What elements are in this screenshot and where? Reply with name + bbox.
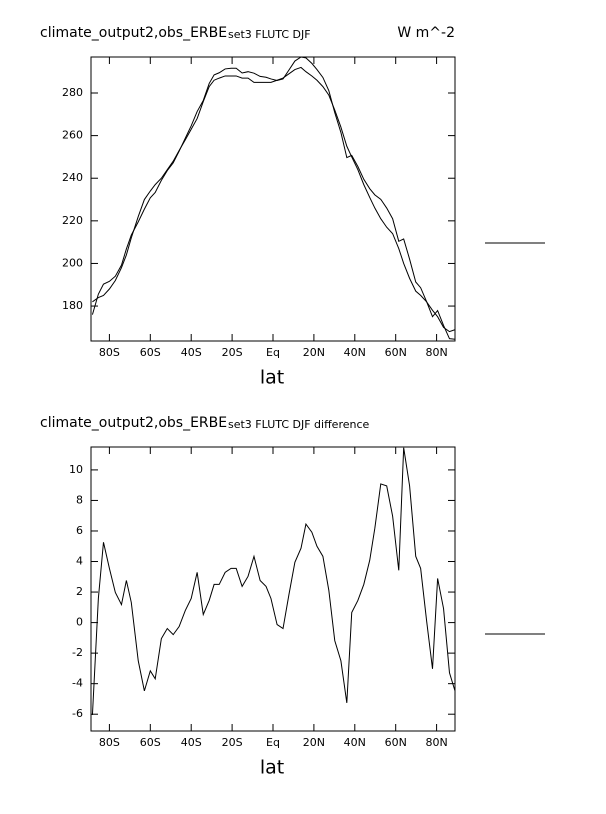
- x-tick-label: 60N: [385, 736, 407, 749]
- x-tick-label: 20S: [222, 346, 243, 359]
- y-tick-label: 2: [76, 585, 83, 598]
- data-line: [91, 447, 455, 715]
- chart-subtitle: set3 FLUTC DJF: [228, 28, 311, 41]
- y-tick-label: -2: [72, 646, 83, 659]
- x-axis-label: lat: [260, 367, 284, 389]
- x-tick-label: 20N: [303, 346, 325, 359]
- y-tick-label: 0: [76, 616, 83, 629]
- x-tick-label: 80S: [99, 346, 120, 359]
- x-tick-label: 80N: [425, 346, 447, 359]
- y-tick-label: -6: [72, 707, 83, 720]
- y-tick-label: 220: [62, 214, 83, 227]
- units: W m^-2: [397, 25, 455, 41]
- y-tick-label: 200: [62, 256, 83, 269]
- x-tick-label: 40N: [344, 346, 366, 359]
- y-tick-label: 4: [76, 555, 83, 568]
- y-tick-label: 180: [62, 299, 83, 312]
- x-tick-label: 60S: [140, 346, 161, 359]
- chart-title: climate_output2,obs_ERBE: [40, 415, 227, 431]
- y-tick-label: 6: [76, 524, 83, 537]
- x-tick-label: 40S: [181, 346, 202, 359]
- x-tick-label: 40S: [181, 736, 202, 749]
- x-tick-label: 60N: [385, 346, 407, 359]
- x-tick-label: Eq: [266, 346, 280, 359]
- y-tick-label: 260: [62, 129, 83, 142]
- x-tick-label: 60S: [140, 736, 161, 749]
- y-tick-label: -4: [72, 677, 83, 690]
- chart-title: climate_output2,obs_ERBE: [40, 25, 227, 41]
- x-tick-label: 40N: [344, 736, 366, 749]
- x-tick-label: Eq: [266, 736, 280, 749]
- y-tick-label: 240: [62, 171, 83, 184]
- y-tick-label: 8: [76, 493, 83, 506]
- y-tick-label: 280: [62, 86, 83, 99]
- x-tick-label: 20N: [303, 736, 325, 749]
- x-axis-label: lat: [260, 757, 284, 779]
- x-tick-label: 20S: [222, 736, 243, 749]
- plot-frame: [90, 56, 456, 342]
- y-tick-label: 10: [69, 463, 83, 476]
- chart-subtitle: set3 FLUTC DJF difference: [228, 418, 370, 431]
- x-tick-label: 80S: [99, 736, 120, 749]
- x-tick-label: 80N: [425, 736, 447, 749]
- data-line: [91, 57, 455, 340]
- data-line: [92, 66, 455, 333]
